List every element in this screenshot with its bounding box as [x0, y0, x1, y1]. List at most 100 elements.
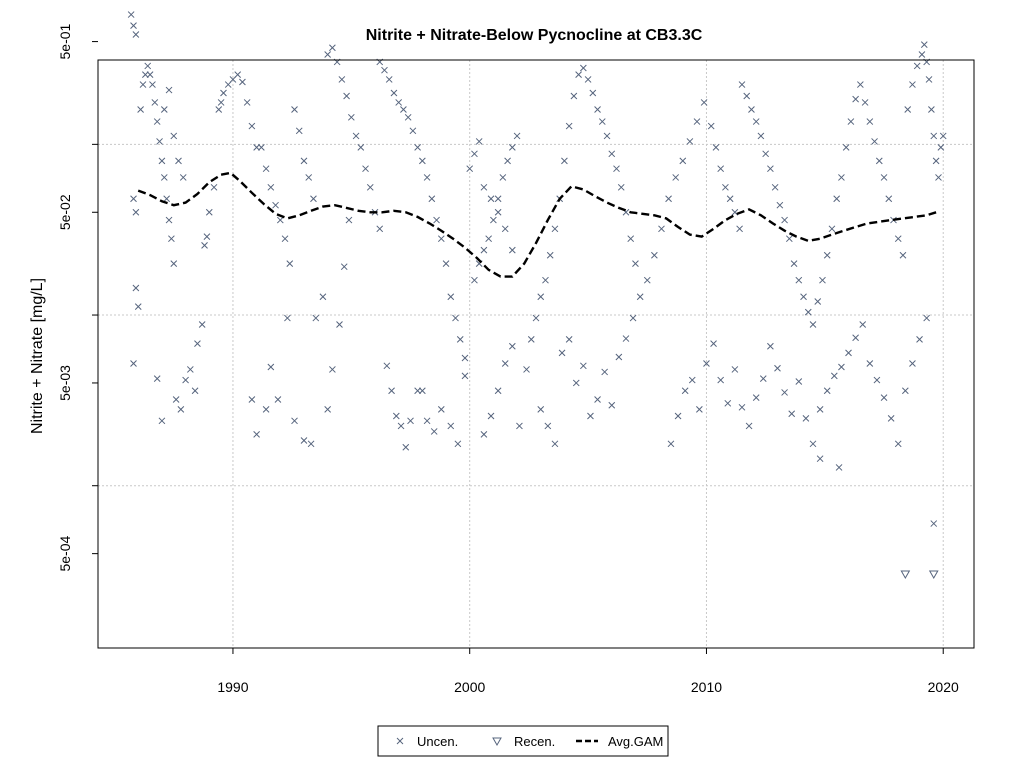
uncensored-point [144, 62, 152, 70]
uncensored-point [300, 437, 308, 444]
uncensored-point [300, 157, 308, 165]
uncensored-point [726, 195, 734, 203]
uncensored-point [781, 389, 788, 396]
uncensored-point [923, 314, 931, 322]
uncensored-point [712, 144, 720, 151]
uncensored-point [833, 195, 841, 203]
uncensored-point [880, 174, 888, 181]
uncensored-point [885, 195, 893, 203]
uncensored-point [757, 132, 765, 140]
uncensored-point [253, 144, 260, 151]
uncensored-point [338, 76, 346, 83]
uncensored-point [939, 132, 947, 140]
uncensored-point [752, 118, 760, 125]
uncensored-point [397, 422, 405, 430]
uncensored-point [203, 233, 211, 240]
uncensored-point [433, 216, 440, 224]
y-tick-label: 5e-04 [57, 536, 73, 572]
x-tick-label: 1990 [217, 679, 248, 695]
uncensored-point [442, 260, 450, 268]
uncensored-point [828, 225, 836, 233]
uncensored-point [504, 157, 511, 165]
uncensored-point [788, 410, 796, 418]
uncensored-point [594, 106, 601, 113]
uncensored-point [456, 336, 464, 343]
uncensored-point [295, 127, 303, 135]
uncensored-point [127, 11, 135, 18]
uncensored-point [156, 138, 163, 145]
uncensored-point [800, 293, 807, 301]
uncensored-point [767, 165, 774, 173]
uncensored-point [748, 106, 755, 113]
uncensored-point [852, 334, 859, 342]
uncensored-point [700, 99, 708, 106]
uncensored-point [857, 81, 864, 88]
uncensored-point [274, 396, 282, 403]
uncensored-point [785, 235, 793, 243]
legend-label: Uncen. [417, 734, 458, 749]
uncensored-point [608, 150, 616, 158]
uncensored-point [130, 22, 137, 29]
uncensored-point [814, 298, 822, 305]
uncensored-point [551, 440, 559, 448]
uncensored-point [651, 251, 658, 259]
uncensored-point [272, 201, 279, 209]
uncensored-point [362, 165, 369, 173]
uncensored-point [771, 183, 779, 191]
uncensored-point [447, 293, 455, 301]
uncensored-point [286, 260, 294, 268]
uncensored-point [717, 165, 725, 173]
uncensored-point [345, 216, 353, 224]
uncensored-point [681, 387, 689, 395]
uncensored-point [866, 118, 874, 125]
legend: Uncen. Recen. Avg.GAM [377, 725, 669, 757]
uncensored-point [310, 195, 317, 203]
uncensored-point [437, 235, 445, 243]
uncensored-point [696, 406, 703, 413]
uncensored-point [248, 396, 256, 403]
uncensored-point [904, 106, 912, 113]
uncensored-point [366, 183, 374, 191]
uncensored-point [163, 195, 171, 203]
uncensored-point [809, 321, 817, 328]
uncensored-point [132, 208, 140, 216]
uncensored-point [447, 422, 455, 430]
uncensored-point [629, 314, 637, 322]
uncensored-point [329, 366, 336, 373]
uncensored-point [916, 336, 923, 343]
uncensored-point [823, 387, 831, 395]
grid-layer [98, 60, 974, 648]
uncensored-point [324, 51, 332, 58]
uncensored-point [383, 362, 391, 370]
uncensored-point [551, 225, 559, 233]
uncensored-point [388, 387, 395, 395]
uncensored-point [179, 174, 187, 181]
uncensored-point [217, 99, 225, 106]
x-axis: 1990 2000 2010 2020 [217, 648, 959, 695]
uncensored-point [414, 144, 421, 151]
uncensored-point [480, 430, 488, 438]
uncensored-point [847, 118, 855, 125]
uncensored-point [499, 174, 507, 181]
uncensored-point [745, 422, 753, 430]
uncensored-point [873, 376, 881, 384]
uncensored-point [920, 41, 928, 48]
uncensored-point [802, 415, 810, 422]
uncensored-point [198, 321, 206, 328]
uncensored-point [139, 81, 147, 88]
legend-uncen-marker [396, 737, 404, 745]
uncensored-point [703, 360, 710, 367]
uncensored-point [594, 396, 601, 403]
legend-box [377, 725, 669, 757]
uncensored-point [508, 342, 516, 350]
uncensored-point [253, 430, 260, 438]
uncensored-point [688, 376, 696, 384]
uncensored-point [336, 321, 343, 328]
uncensored-point [752, 394, 760, 402]
uncensored-point [340, 263, 348, 271]
uncensored-point [501, 225, 509, 233]
uncensored-point [177, 406, 185, 413]
uncensored-point [838, 363, 845, 371]
uncensored-point [835, 464, 843, 471]
uncensored-point [284, 314, 291, 322]
